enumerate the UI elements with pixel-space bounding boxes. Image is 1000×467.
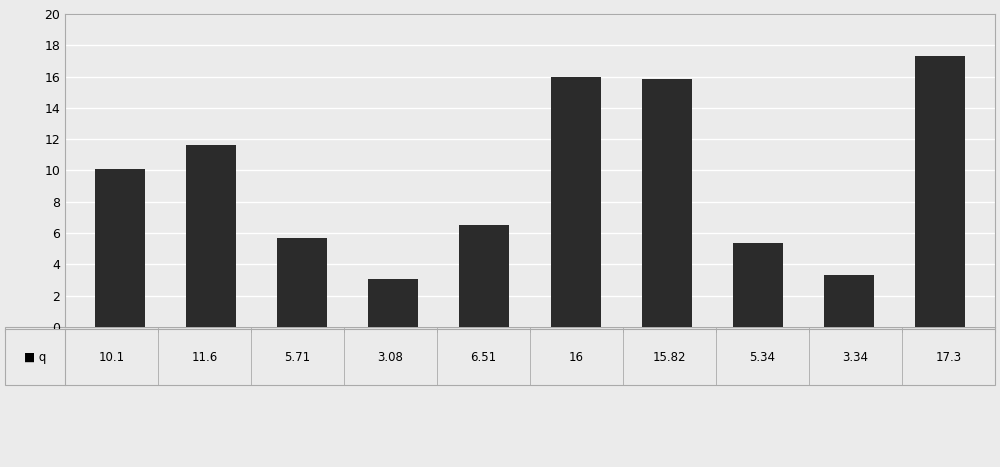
Text: 3.34: 3.34 [842,351,868,364]
Bar [95,169,145,327]
Text: 16: 16 [569,351,584,364]
Bar [915,56,965,327]
Text: 10.1: 10.1 [98,351,125,364]
Text: 15.82: 15.82 [653,351,686,364]
Bar [824,275,874,327]
Text: 5.71: 5.71 [284,351,311,364]
Text: 11.6: 11.6 [191,351,218,364]
Bar [459,225,509,327]
Bar [186,145,236,327]
Text: ■ q: ■ q [24,351,46,364]
Bar [733,243,783,327]
Bar [642,79,692,327]
Text: 17.3: 17.3 [935,351,962,364]
Bar [551,77,601,327]
Text: 6.51: 6.51 [470,351,497,364]
Bar [368,279,418,327]
Bar [277,238,327,327]
Text: 3.08: 3.08 [378,351,403,364]
Text: 5.34: 5.34 [750,351,776,364]
